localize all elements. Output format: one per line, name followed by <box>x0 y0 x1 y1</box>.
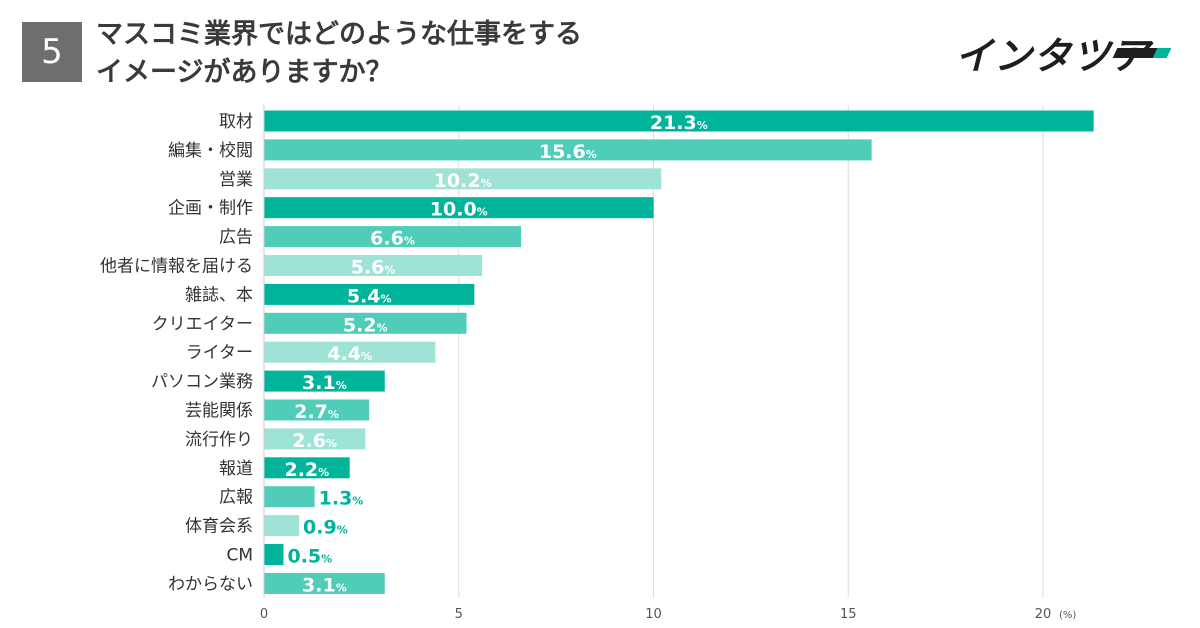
bar <box>264 515 300 537</box>
data-label: 6.6% <box>370 228 415 250</box>
category-label: CM <box>226 546 253 566</box>
x-tick-label: 20 <box>1035 607 1052 622</box>
data-label: 3.1% <box>302 372 347 394</box>
data-label: 5.6% <box>351 257 396 279</box>
bar <box>264 255 483 276</box>
title-line-1: マスコミ業界ではどのような仕事をする <box>96 19 582 50</box>
category-label: 流行作り <box>185 430 253 450</box>
bar <box>264 110 1094 132</box>
bar <box>264 370 385 392</box>
category-label: パソコン業務 <box>151 372 253 392</box>
bar <box>264 312 467 334</box>
category-label: 広報 <box>219 488 253 508</box>
data-label: 15.6% <box>539 141 597 163</box>
data-label: 10.2% <box>434 170 492 192</box>
data-label: 5.2% <box>343 314 388 336</box>
data-label: 1.3% <box>319 488 364 510</box>
category-label: 企画・制作 <box>168 199 253 219</box>
x-unit-label: (%) <box>1059 610 1076 621</box>
data-label: 0.5% <box>287 546 332 568</box>
title-line-2: イメージがありますか？ <box>96 57 393 88</box>
bar <box>264 457 350 479</box>
category-label: 広告 <box>219 228 253 248</box>
brand-logo: インタツア <box>955 25 1175 78</box>
bar <box>264 572 385 594</box>
data-label: 2.6% <box>292 430 337 452</box>
data-label: 2.2% <box>284 459 329 481</box>
category-label: 芸能関係 <box>185 401 253 421</box>
bar <box>264 283 475 305</box>
bar <box>264 226 522 248</box>
data-label: 3.1% <box>302 574 347 596</box>
category-label: 他者に情報を届ける <box>100 257 253 277</box>
data-label: 10.0% <box>430 199 488 221</box>
bar <box>264 544 284 565</box>
data-label: 2.7% <box>294 401 339 423</box>
x-tick-label: 0 <box>260 607 268 622</box>
data-label: 21.3% <box>650 112 708 134</box>
x-tick-label: 15 <box>840 607 857 622</box>
category-label: ライター <box>186 343 253 363</box>
category-label: 体育会系 <box>185 517 253 537</box>
bar <box>264 341 436 363</box>
bar <box>264 486 315 508</box>
data-label: 4.4% <box>327 343 372 365</box>
bar <box>264 139 872 161</box>
bar <box>264 399 370 421</box>
data-label: 0.9% <box>303 517 348 539</box>
category-label: 雑誌、本 <box>185 285 253 305</box>
category-label: 営業 <box>219 170 253 190</box>
bar <box>264 428 366 450</box>
bar <box>264 197 654 219</box>
category-label: 取材 <box>219 112 253 132</box>
x-tick-label: 10 <box>645 607 662 622</box>
x-tick-label: 5 <box>455 607 463 622</box>
question-number-badge: 5 <box>22 22 82 82</box>
category-label: わからない <box>168 574 253 594</box>
category-label: 報道 <box>219 459 253 479</box>
category-label: クリエイター <box>152 314 253 334</box>
category-label: 編集・校閲 <box>168 141 253 161</box>
data-label: 5.4% <box>347 285 392 307</box>
chart-title: マスコミ業界ではどのような仕事をする イメージがありますか？ <box>96 16 582 92</box>
bar <box>264 168 662 190</box>
